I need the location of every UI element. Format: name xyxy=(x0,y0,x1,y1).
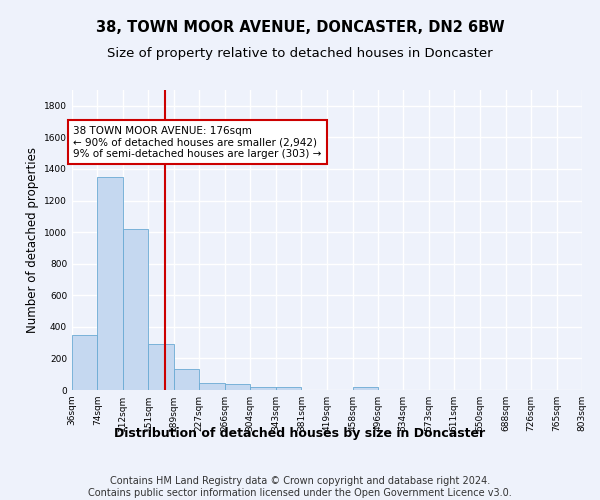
Bar xyxy=(225,384,250,390)
Text: 38 TOWN MOOR AVENUE: 176sqm
← 90% of detached houses are smaller (2,942)
9% of s: 38 TOWN MOOR AVENUE: 176sqm ← 90% of det… xyxy=(73,126,322,158)
Bar xyxy=(353,387,378,390)
Bar xyxy=(276,387,301,390)
Bar xyxy=(250,386,276,390)
Bar xyxy=(97,177,122,390)
Text: 38, TOWN MOOR AVENUE, DONCASTER, DN2 6BW: 38, TOWN MOOR AVENUE, DONCASTER, DN2 6BW xyxy=(95,20,505,35)
Bar xyxy=(122,229,148,390)
Text: Contains HM Land Registry data © Crown copyright and database right 2024.
Contai: Contains HM Land Registry data © Crown c… xyxy=(88,476,512,498)
Text: Size of property relative to detached houses in Doncaster: Size of property relative to detached ho… xyxy=(107,48,493,60)
Bar xyxy=(199,384,225,390)
Y-axis label: Number of detached properties: Number of detached properties xyxy=(26,147,38,333)
Bar xyxy=(148,344,174,390)
Bar xyxy=(174,370,199,390)
Text: Distribution of detached houses by size in Doncaster: Distribution of detached houses by size … xyxy=(115,428,485,440)
Bar xyxy=(72,334,97,390)
